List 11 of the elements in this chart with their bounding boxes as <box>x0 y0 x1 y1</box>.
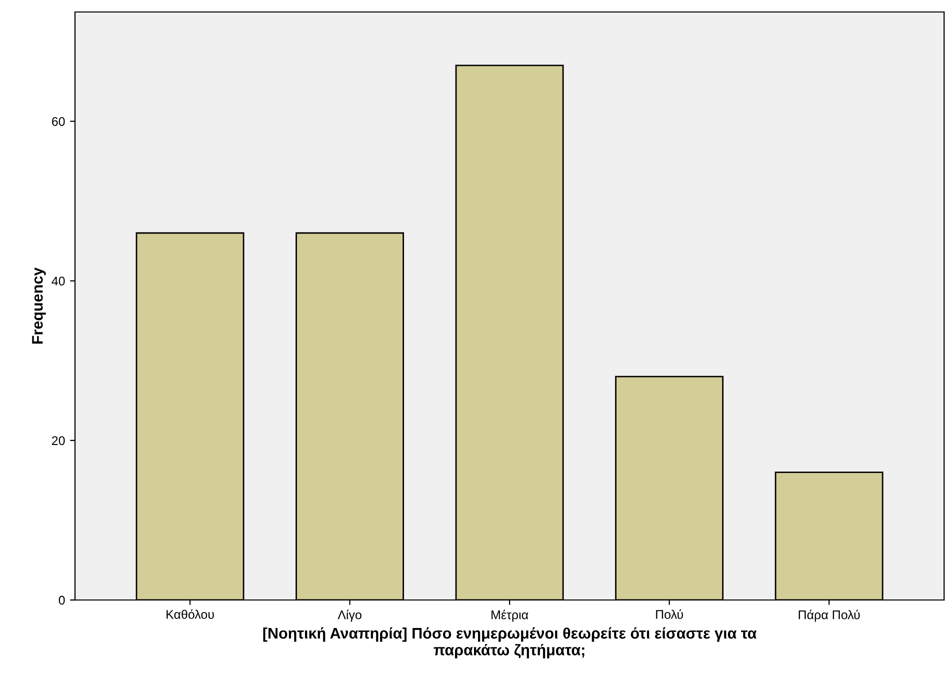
x-axis-title: [Νοητική Αναπηρία] Πόσο ενημερωμένοι θεωρείτε ότι είσαστε για τα παρακάτω ζητήματα; <box>263 627 757 658</box>
x-tick-label: Μέτρια <box>492 610 528 622</box>
x-tick-label: Λίγο <box>338 610 362 622</box>
x-tick-label: Πολύ <box>656 609 683 619</box>
x-tick-label: Καθόλου <box>166 609 214 619</box>
y-tick-label: 20 <box>52 436 65 446</box>
x-tick-label: Πάρα Πολύ <box>798 610 860 622</box>
y-axis-title: Frequency <box>32 267 46 344</box>
y-tick-label: 0 <box>58 596 65 605</box>
y-tick-label: 40 <box>52 276 65 286</box>
y-tick-label: 60 <box>52 117 65 126</box>
